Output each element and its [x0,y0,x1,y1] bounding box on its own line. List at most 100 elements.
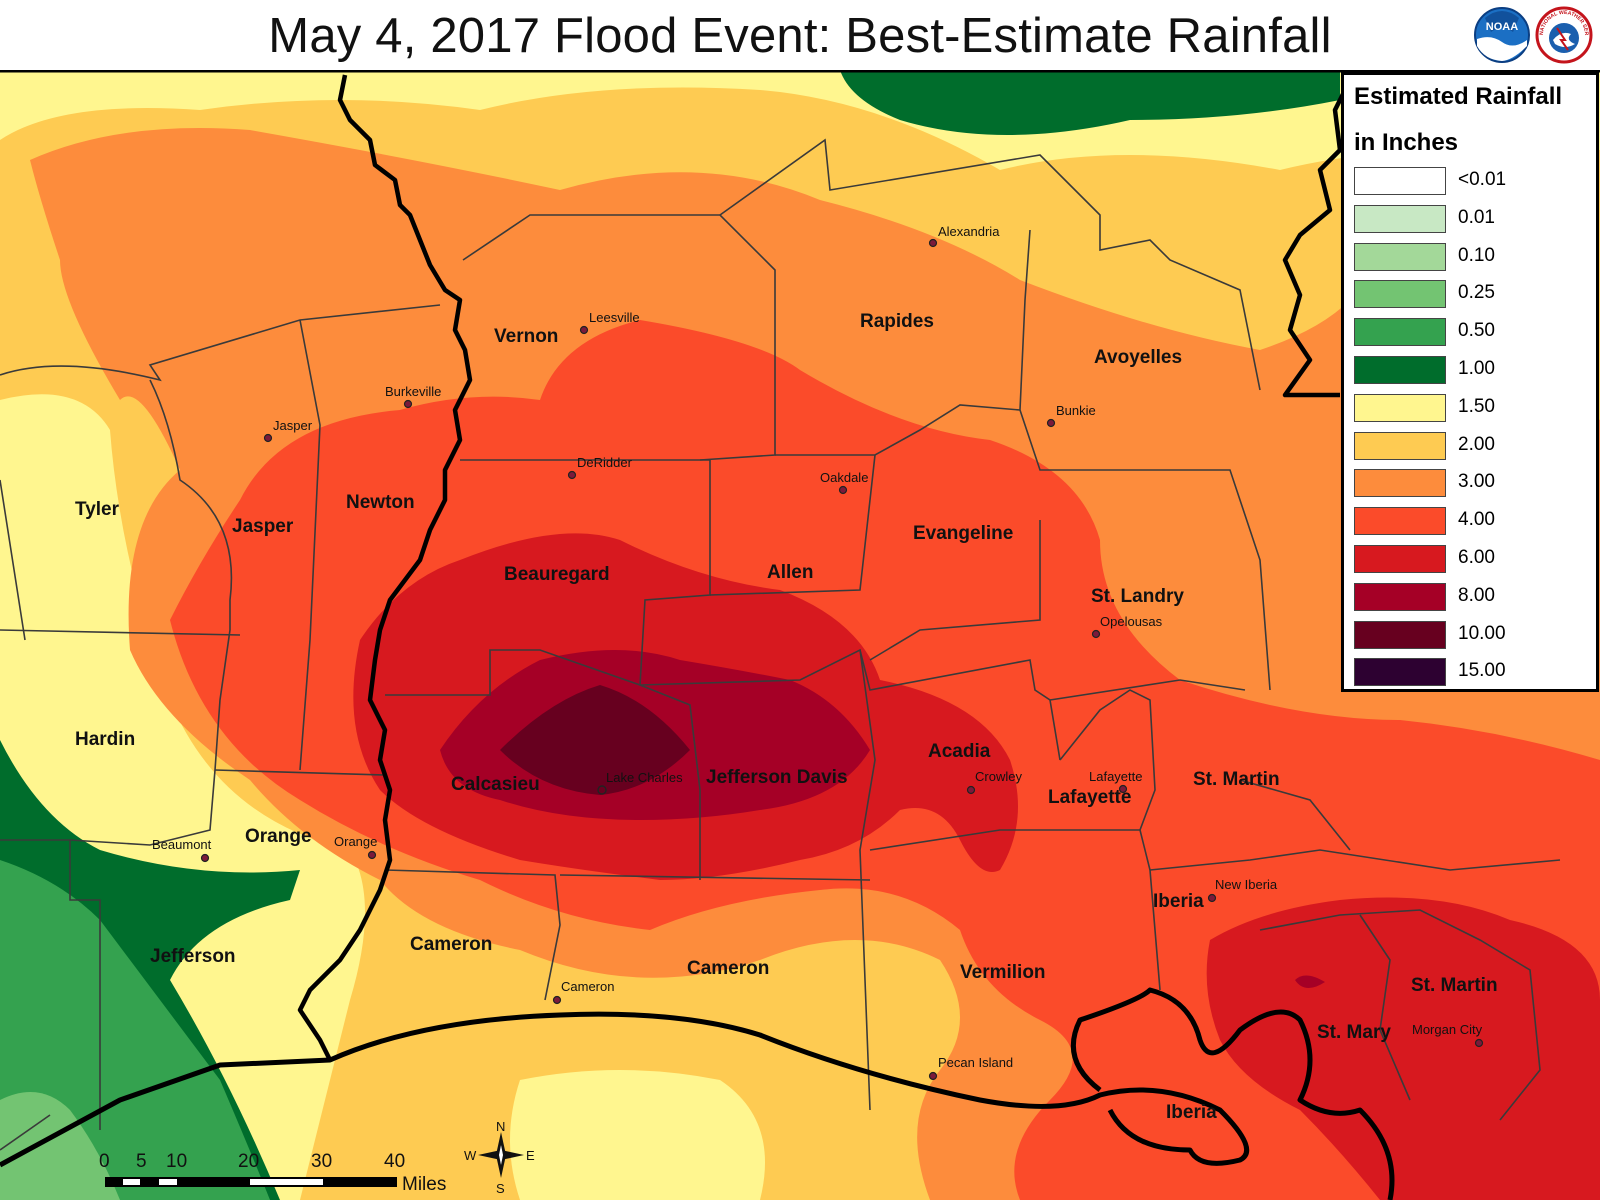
state-line-mississippi-river [1282,78,1353,398]
compass-s: S [496,1181,505,1196]
county-label: Jefferson [150,946,236,967]
compass-e: E [526,1148,535,1163]
city-dot [403,399,413,409]
legend-swatch [1354,242,1446,271]
county-label: Rapides [860,311,934,332]
city-label: Oakdale [820,470,868,485]
city-dot [928,1071,938,1081]
legend-item: 0.50 [1354,318,1594,348]
legend-label: 3.00 [1458,471,1495,493]
legend-swatch [1354,318,1446,347]
compass-w: W [464,1148,477,1163]
county-label: Newton [346,492,415,513]
county-label: Orange [245,826,312,847]
scale-tick-label: 20 [238,1151,259,1172]
legend-swatch [1354,582,1446,611]
legend-swatch [1354,167,1446,195]
legend-item: 15.00 [1354,658,1594,688]
legend-item: 1.50 [1354,393,1594,424]
city-label: DeRidder [577,455,633,470]
legend-subtitle: in Inches [1354,129,1459,156]
scale-tick-label: 30 [311,1151,332,1172]
legend-swatch [1354,431,1446,460]
legend-item: 0.25 [1354,280,1594,310]
legend-label: 0.50 [1458,320,1495,342]
county-label: St. Martin [1193,769,1280,790]
legend-item: 10.00 [1354,620,1594,651]
county-label: Jefferson Davis [706,767,848,788]
legend-label: 0.10 [1458,244,1495,266]
county-label: Iberia [1166,1102,1217,1123]
legend-item: 1.00 [1354,356,1594,386]
county-label: Tyler [75,499,120,520]
vermilion-bay-shore [1070,987,1395,1200]
county-label: Allen [767,562,813,583]
legend-label: 1.50 [1458,395,1495,417]
city-dot [579,325,589,335]
county-label: Lafayette [1048,787,1131,808]
city-label: Leesville [589,310,640,325]
city-dot [1118,784,1128,794]
legend-label: 0.01 [1458,206,1495,228]
scale-tick-label: 0 [99,1151,110,1172]
legend-label: 4.00 [1458,509,1495,531]
legend-swatch [1354,620,1446,649]
city-label: Morgan City [1412,1022,1483,1037]
city-label: Crowley [975,769,1022,784]
city-dot [263,433,273,443]
city-label: New Iberia [1215,877,1278,892]
city-label: Alexandria [938,224,1000,239]
scale-tick-label: 40 [384,1151,405,1172]
legend-label: 0.25 [1458,282,1495,304]
nws-logo-icon: NATIONAL WEATHER SERVICE [1535,6,1593,64]
city-label: Beaumont [152,837,212,852]
scale-tick-label: 5 [136,1151,147,1172]
rainfall-map: Tyler Jasper Newton Vernon Rapides Avoye… [0,70,1600,1200]
county-label: St. Mary [1317,1022,1391,1043]
legend-swatch [1354,204,1446,233]
city-label: Jasper [273,418,313,433]
legend-item: 3.00 [1354,469,1594,499]
city-label: Cameron [561,979,614,994]
city-dot [367,850,377,860]
compass-n: N [496,1119,505,1134]
legend-label: 8.00 [1458,584,1495,606]
map-title: May 4, 2017 Flood Event: Best-Estimate R… [268,9,1332,63]
city-dot [552,995,562,1005]
county-label: Evangeline [913,523,1013,544]
city-markers: Alexandria Leesville Burkeville Jasper B… [152,224,1484,1081]
noaa-logo-icon: NOAA [1474,7,1530,63]
county-label: Cameron [410,934,492,955]
city-dot [1091,629,1101,639]
county-labels: Tyler Jasper Newton Vernon Rapides Avoye… [75,311,1498,1123]
city-dot [1474,1038,1484,1048]
county-label: Jasper [232,516,294,537]
gulf-coastline [0,1011,1250,1168]
county-label: Vernon [494,326,558,347]
legend-swatch [1354,507,1446,536]
city-label: Opelousas [1100,614,1163,629]
legend-item: 6.00 [1354,545,1594,575]
county-label: Beauregard [504,564,610,585]
legend-swatch [1354,658,1446,687]
legend-label: 6.00 [1458,547,1495,568]
city-label: Orange [334,834,377,849]
rainfall-contours [0,70,1600,1200]
legend-label: <0.01 [1458,169,1507,190]
city-dot [567,470,577,480]
legend-swatch [1354,280,1446,309]
noaa-logo-text: NOAA [1486,21,1518,33]
legend-item: 0.01 [1354,204,1594,235]
north-arrow-icon: N S E W [464,1119,535,1196]
legend-label: 2.00 [1458,433,1495,455]
legend-swatch [1354,393,1446,422]
county-label: Hardin [75,729,135,750]
county-label: St. Landry [1091,586,1184,607]
city-dot [1207,893,1217,903]
county-label: Calcasieu [451,774,540,795]
city-dot [200,853,210,863]
legend-title: Estimated Rainfall [1354,83,1563,110]
legend-item: 8.00 [1354,582,1594,613]
legend-swatch [1354,469,1446,498]
